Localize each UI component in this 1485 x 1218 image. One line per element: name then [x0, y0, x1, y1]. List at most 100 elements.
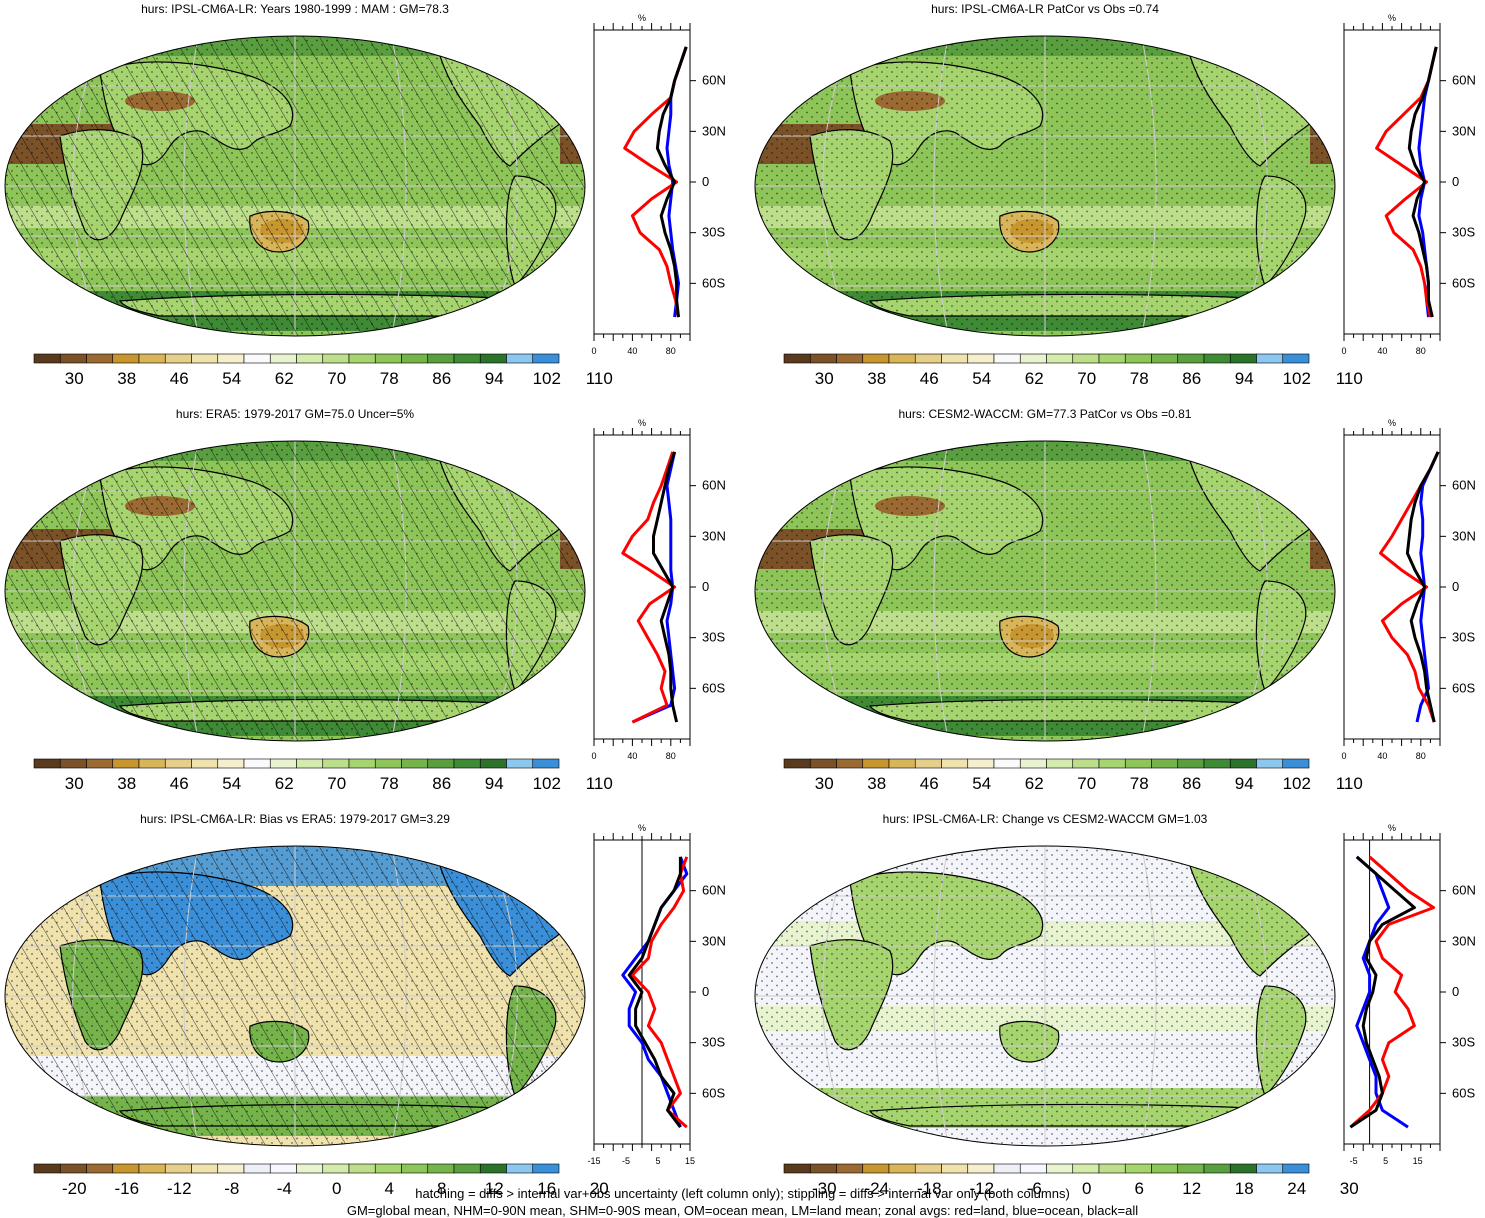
lat-label: 60S: [702, 275, 725, 290]
lat-label: 30S: [702, 630, 725, 645]
colorbar-swatch: [1282, 758, 1310, 769]
colorbar-swatch: [1098, 353, 1126, 364]
colorbar-swatch: [862, 758, 890, 769]
colorbar-label: 102: [533, 369, 561, 388]
colorbar-label: 78: [380, 774, 399, 793]
lat-label: 60N: [1452, 478, 1476, 493]
colorbar-swatch: [1203, 353, 1231, 364]
colorbar-label: 62: [1025, 774, 1044, 793]
colorbar-swatch: [427, 1163, 455, 1174]
colorbar-swatch: [322, 353, 350, 364]
colorbar-swatch: [296, 353, 324, 364]
colorbar-swatch: [1098, 1163, 1126, 1174]
colorbar-swatch: [1177, 758, 1205, 769]
all-zonal-line: [627, 856, 682, 1129]
lat-label: 0: [702, 579, 709, 594]
colorbar-label: 94: [1235, 369, 1254, 388]
colorbar-swatch: [269, 353, 297, 364]
map-border: [4, 440, 586, 742]
colorbar-label: 54: [222, 369, 241, 388]
colorbar-label: 46: [920, 369, 939, 388]
map-title: hurs: IPSL-CM6A-LR: Years 1980-1999 : MA…: [141, 2, 449, 16]
profile-xtick-label: 80: [1416, 751, 1426, 761]
colorbar-swatch: [1151, 758, 1179, 769]
map-title: hurs: CESM2-WACCM: GM=77.3 PatCor vs Obs…: [898, 407, 1192, 421]
lat-label: 30S: [1452, 1035, 1475, 1050]
colorbar-label: -16: [114, 1179, 139, 1198]
colorbar-swatch: [453, 758, 481, 769]
land-zonal-line: [1379, 451, 1440, 723]
colorbar-label: 54: [972, 774, 991, 793]
colorbar-swatch: [112, 353, 140, 364]
colorbar-swatch: [809, 353, 837, 364]
profile-xtick-label: -5: [622, 1156, 630, 1166]
colorbar-label: 62: [275, 369, 294, 388]
colorbar-swatch: [374, 353, 402, 364]
colorbar-label: 94: [485, 774, 504, 793]
profile-unit: %: [1388, 13, 1396, 23]
colorbar-swatch: [532, 1163, 560, 1174]
panel-obs-climatology: hurs: ERA5: 1979-2017 GM=75.0 Uncer=5% %…: [0, 405, 726, 795]
colorbar-swatch: [112, 1163, 140, 1174]
panel-model-climatology: hurs: IPSL-CM6A-LR: Years 1980-1999 : MA…: [0, 0, 726, 390]
profile-frame: [1343, 839, 1441, 1145]
colorbar-label: 86: [1182, 774, 1201, 793]
colorbar-swatch: [941, 353, 969, 364]
colorbar-label: 30: [815, 774, 834, 793]
panel-graphic: % 0 40 80 60N 30N 0 30S 60S 30 38 46 54 62 70 78 86 94 102…: [4, 418, 726, 793]
colorbar-swatch: [348, 758, 376, 769]
map-title: hurs: IPSL-CM6A-LR PatCor vs Obs =0.74: [931, 2, 1159, 16]
colorbar-label: 30: [65, 774, 84, 793]
lat-label: 30N: [1452, 933, 1476, 948]
lat-label: 60S: [1452, 1085, 1475, 1100]
colorbar-swatch: [532, 353, 560, 364]
colorbar-label: 12: [485, 1179, 504, 1198]
colorbar-swatch: [836, 1163, 864, 1174]
colorbar-swatch: [164, 758, 192, 769]
colorbar-label: 8: [437, 1179, 446, 1198]
colorbar-swatch: [967, 1163, 995, 1174]
colorbar-label: 38: [867, 369, 886, 388]
colorbar-swatch: [1203, 1163, 1231, 1174]
colorbar-swatch: [836, 353, 864, 364]
colorbar-swatch: [1019, 1163, 1047, 1174]
colorbar-label: -30: [812, 1179, 837, 1198]
colorbar-swatch: [1151, 353, 1179, 364]
colorbar-swatch: [401, 353, 429, 364]
map-title: hurs: IPSL-CM6A-LR: Bias vs ERA5: 1979-2…: [140, 812, 450, 826]
map-field: [755, 441, 1335, 741]
colorbar-swatch: [243, 758, 271, 769]
colorbar-swatch: [453, 1163, 481, 1174]
colorbar-swatch: [1072, 1163, 1100, 1174]
stippling-overlay: [5, 846, 585, 1146]
colorbar-label: 24: [1287, 1179, 1306, 1198]
colorbar-swatch: [506, 353, 534, 364]
colorbar-swatch: [1229, 1163, 1257, 1174]
colorbar-label: 78: [1130, 774, 1149, 793]
colorbar-swatch: [479, 353, 507, 364]
colorbar-label: -8: [224, 1179, 239, 1198]
colorbar-label: 62: [275, 774, 294, 793]
panel-graphic: % 0 40 80 60N 30N 0 30S 60S 30 38 46 54 62 70 78 86 94 102…: [754, 418, 1476, 793]
colorbar-label: 110: [1336, 774, 1363, 793]
map-title: hurs: IPSL-CM6A-LR: Change vs CESM2-WACC…: [882, 812, 1208, 826]
colorbar-swatch: [138, 1163, 166, 1174]
lat-label: 0: [702, 174, 709, 189]
colorbar-label: -6: [1027, 1179, 1042, 1198]
panel-reference-model: hurs: CESM2-WACCM: GM=77.3 PatCor vs Obs…: [750, 405, 1476, 795]
colorbar-label: 70: [1077, 774, 1096, 793]
colorbar-swatch: [401, 1163, 429, 1174]
lat-label: 60N: [1452, 73, 1476, 88]
lat-label: 30N: [702, 123, 726, 138]
colorbar-swatch: [1046, 353, 1074, 364]
panel-graphic: % 0 40 80 60N 30N 0 30S 60S 30 38 46 54 62 70 78 86 94 102…: [4, 13, 726, 388]
profile-unit: %: [638, 823, 646, 833]
map-border: [4, 35, 586, 337]
colorbar-label: 38: [867, 774, 886, 793]
colorbar-swatch: [1229, 758, 1257, 769]
colorbar-label: 38: [117, 774, 136, 793]
colorbar-swatch: [427, 758, 455, 769]
colorbar-swatch: [453, 353, 481, 364]
stippling-overlay: [755, 441, 1335, 741]
lat-label: 0: [1452, 174, 1459, 189]
